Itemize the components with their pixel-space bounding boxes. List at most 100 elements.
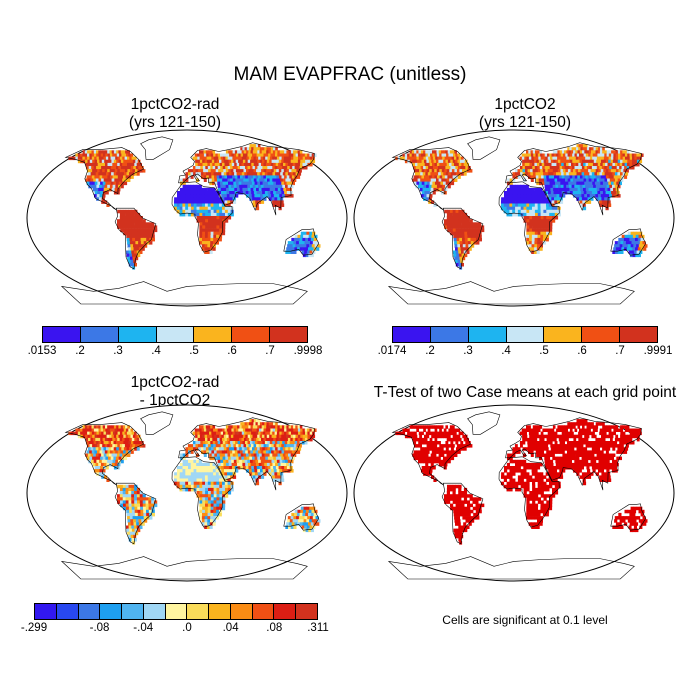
grid-cell	[294, 166, 298, 170]
grid-cell	[611, 425, 614, 429]
grid-cell	[450, 231, 454, 236]
grid-cell	[546, 175, 550, 179]
grid-cell	[214, 450, 217, 454]
grid-cell	[574, 153, 578, 157]
grid-cell	[512, 212, 516, 217]
grid-cell	[589, 431, 593, 436]
grid-cell	[478, 234, 482, 239]
grid-cell	[125, 250, 129, 254]
grid-cell	[120, 500, 124, 504]
grid-cell	[534, 241, 538, 245]
grid-cell	[137, 253, 141, 258]
grid-cell	[272, 156, 275, 161]
grid-cell	[185, 175, 189, 179]
grid-cell	[553, 172, 557, 176]
grid-cell	[310, 247, 314, 251]
grid-cell	[613, 431, 616, 436]
grid-cell	[313, 428, 317, 432]
grid-cell	[123, 450, 126, 454]
grid-cell	[199, 428, 202, 432]
coastline-eurasia	[178, 142, 315, 216]
grid-cell	[116, 172, 120, 176]
grid-cell	[199, 494, 203, 498]
grid-cell	[561, 450, 565, 454]
grid-cell	[506, 212, 510, 217]
grid-cell	[561, 462, 565, 467]
grid-cell	[135, 444, 138, 448]
grid-cell	[142, 169, 146, 173]
grid-cell	[537, 153, 541, 157]
grid-cell	[579, 150, 583, 154]
grid-cell	[420, 178, 424, 182]
grid-cell	[552, 456, 556, 461]
grid-cell	[196, 184, 200, 189]
grid-cell	[286, 444, 290, 448]
grid-cell	[129, 444, 133, 448]
grid-cell	[125, 494, 129, 498]
grid-cell	[106, 478, 110, 482]
grid-cell	[210, 441, 214, 445]
grid-cell	[551, 197, 555, 201]
grid-cell	[262, 469, 266, 473]
grid-cell	[240, 178, 244, 182]
panel-1-title: 1pctCO2-rad (yrs 121-150)	[25, 96, 325, 132]
grid-cell	[619, 244, 623, 248]
grid-cell	[98, 425, 101, 429]
grid-cell	[591, 422, 594, 426]
grid-cell	[563, 184, 567, 189]
grid-cell	[549, 228, 553, 233]
grid-cell	[268, 425, 272, 429]
grid-cell	[267, 156, 271, 161]
grid-cell	[216, 506, 220, 511]
grid-cell	[620, 431, 623, 436]
grid-cell	[506, 203, 510, 207]
grid-cell	[636, 162, 640, 167]
grid-cell	[565, 159, 568, 164]
grid-cell	[235, 159, 239, 164]
grid-cell	[473, 234, 477, 239]
grid-cell	[257, 447, 261, 451]
grid-cell	[436, 162, 440, 167]
grid-cell	[262, 431, 266, 436]
grid-cell	[549, 222, 553, 226]
grid-cell	[542, 166, 546, 170]
grid-cell	[608, 434, 611, 439]
grid-cell	[188, 475, 192, 479]
grid-cell	[622, 162, 625, 167]
grid-cell	[267, 166, 271, 170]
grid-cell	[519, 166, 523, 170]
grid-cell	[287, 241, 291, 245]
grid-cell	[207, 434, 210, 439]
grid-cell	[463, 162, 467, 167]
grid-cell	[223, 184, 227, 189]
grid-cell	[268, 437, 272, 442]
grid-cell	[241, 184, 245, 189]
grid-cell	[130, 259, 134, 264]
grid-cell	[295, 447, 299, 451]
grid-cell	[252, 456, 256, 461]
grid-cell	[266, 444, 270, 448]
grid-cell	[94, 469, 98, 473]
grid-cell	[145, 222, 149, 226]
grid-cell	[558, 428, 562, 432]
grid-cell	[245, 428, 248, 432]
grid-cell	[415, 437, 418, 442]
grid-cell	[602, 428, 605, 432]
grid-cell	[515, 209, 519, 214]
grid-cell	[285, 437, 289, 442]
grid-cell	[260, 469, 264, 473]
grid-cell	[278, 203, 282, 207]
grid-cell	[113, 441, 117, 445]
grid-cell	[536, 162, 540, 167]
grid-cell	[544, 428, 548, 432]
grid-cell	[121, 456, 125, 461]
grid-cell	[128, 166, 132, 170]
grid-cell	[200, 169, 204, 173]
grid-cell	[185, 459, 189, 464]
grid-cell	[241, 456, 245, 461]
grid-cell	[635, 237, 639, 242]
grid-cell	[515, 184, 519, 189]
grid-cell	[312, 241, 316, 245]
grid-cell	[450, 428, 454, 432]
grid-cell	[272, 425, 276, 429]
